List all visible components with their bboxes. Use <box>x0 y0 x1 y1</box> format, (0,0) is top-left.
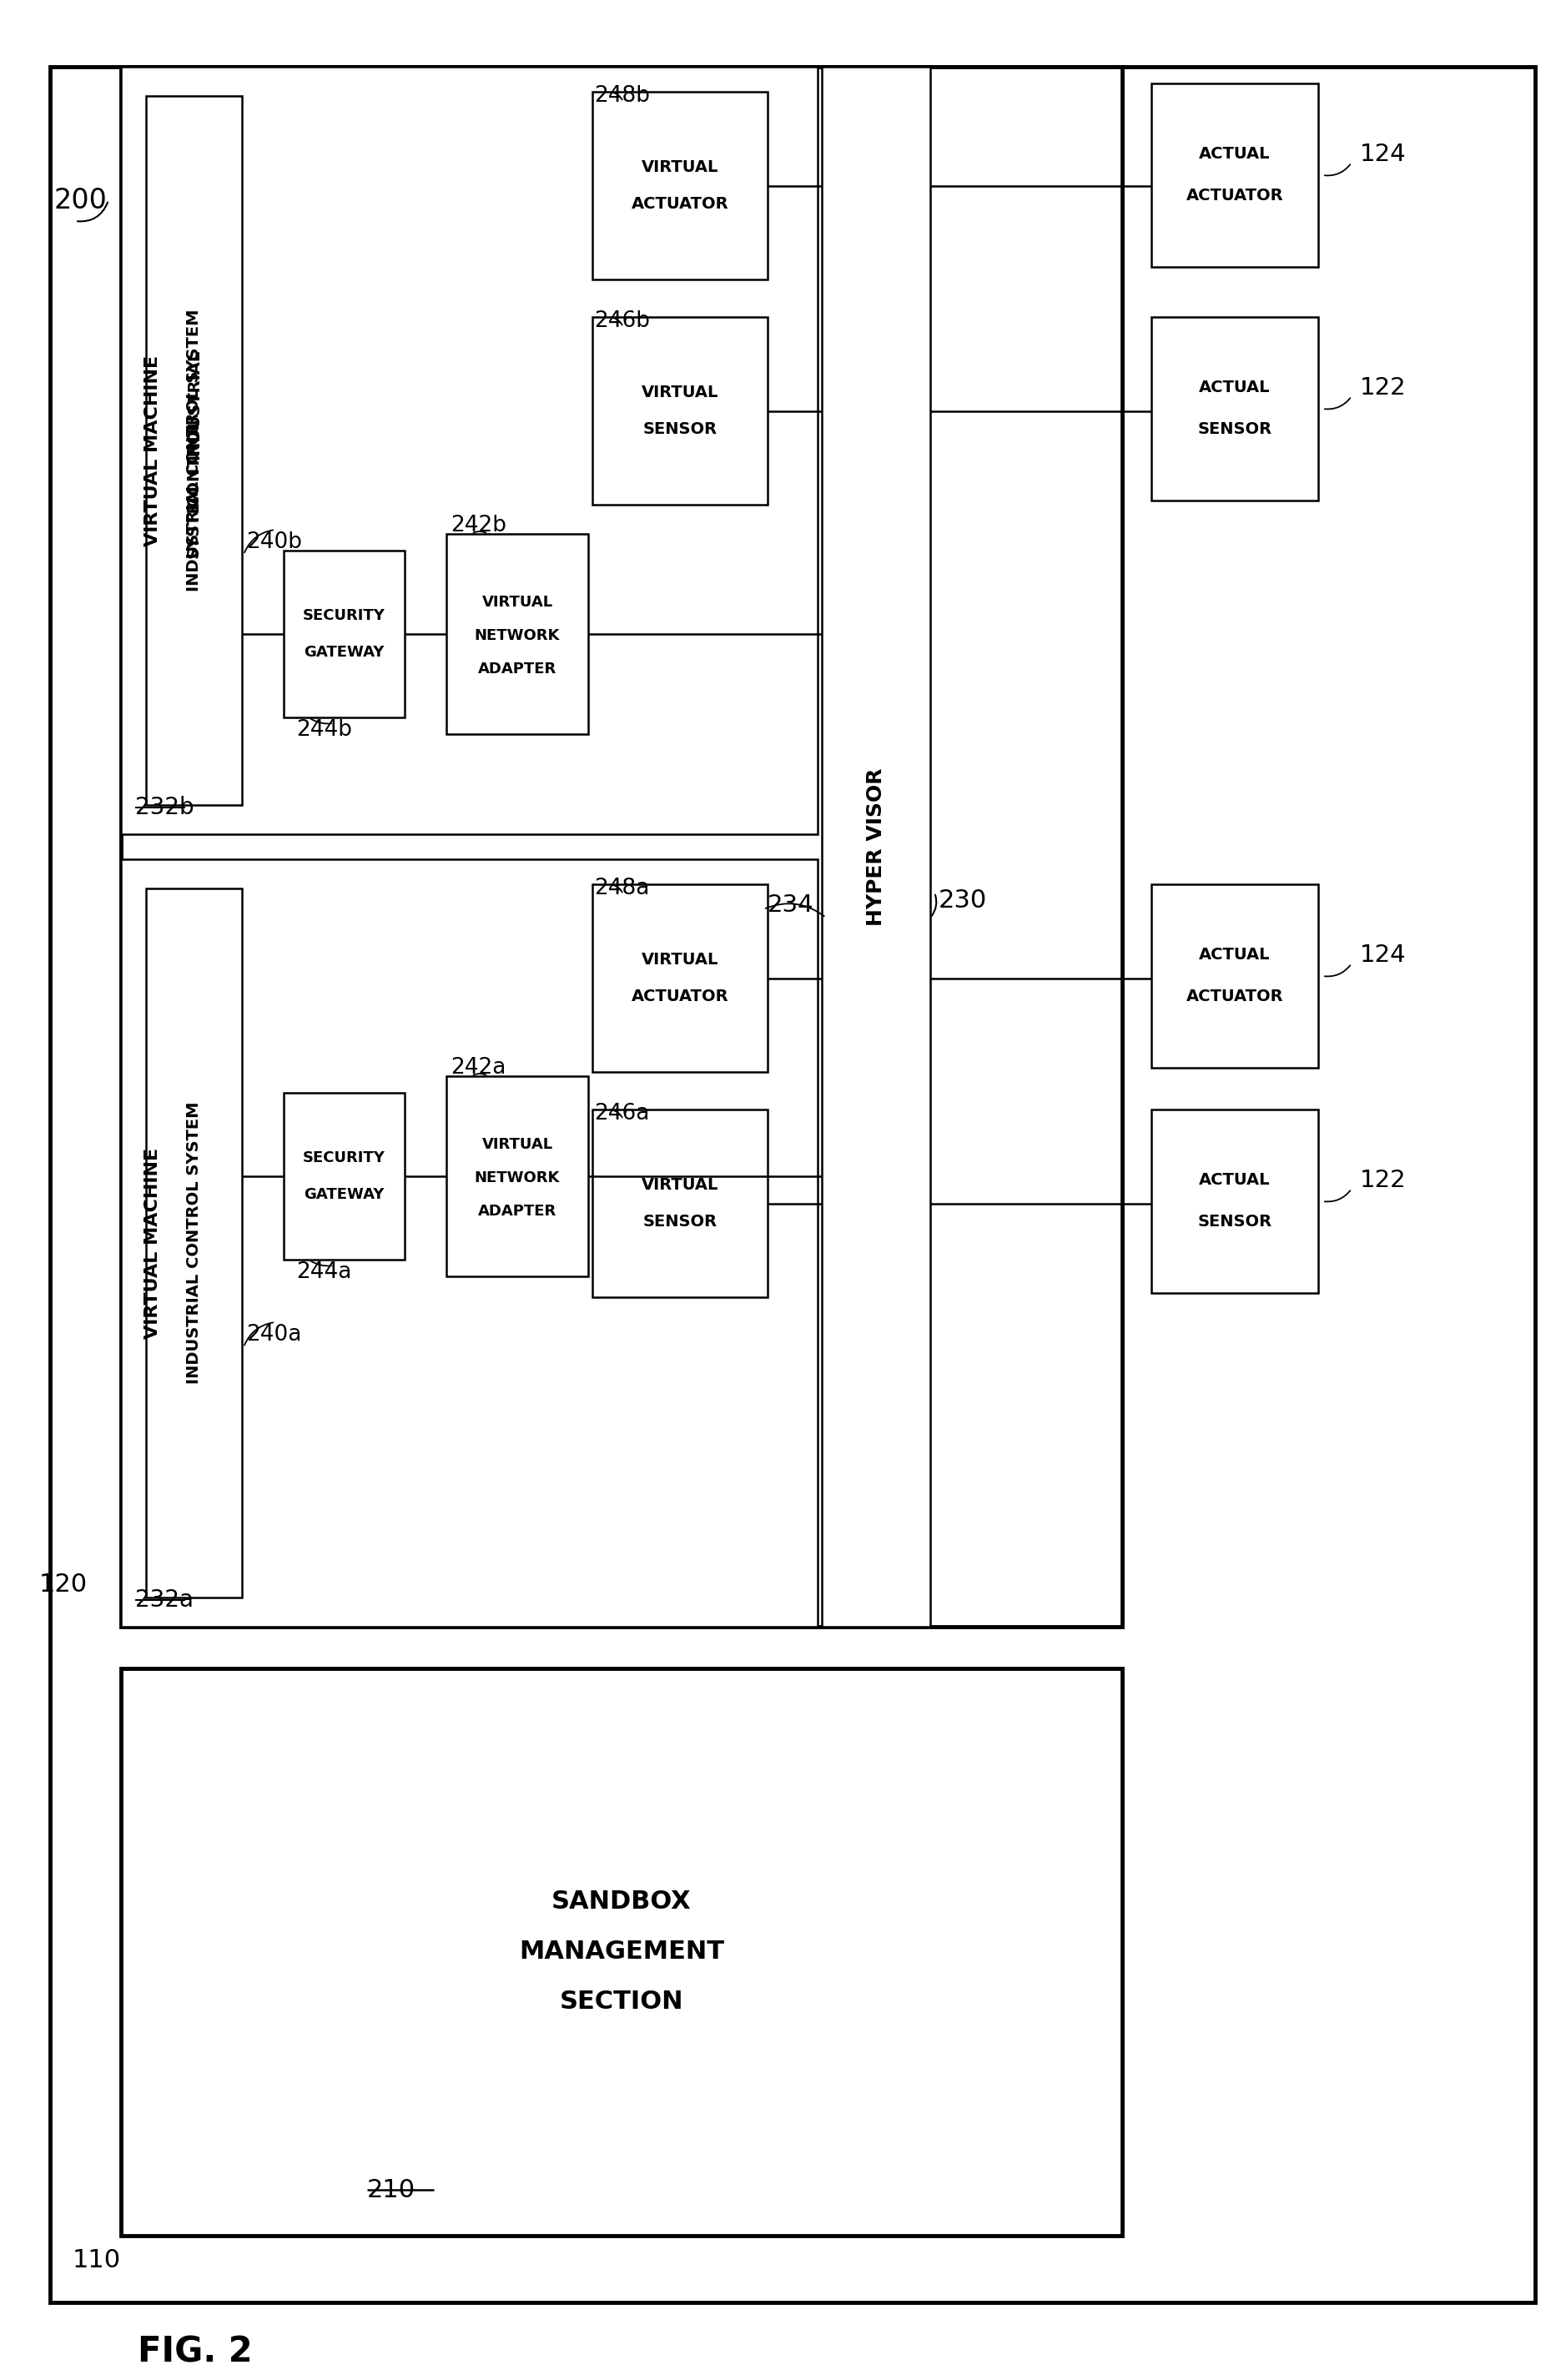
Text: 242a: 242a <box>451 1057 506 1078</box>
Text: SECURITY: SECURITY <box>302 609 385 624</box>
Text: 124: 124 <box>1359 143 1406 167</box>
Text: INDUSTRIAL CONTROL SYSTEM: INDUSTRIAL CONTROL SYSTEM <box>186 309 202 593</box>
Text: 210: 210 <box>366 2178 415 2202</box>
Text: 244a: 244a <box>296 1261 351 1283</box>
Text: INDUSTRIAL CONTROL SYSTEM: INDUSTRIAL CONTROL SYSTEM <box>186 1102 202 1385</box>
Bar <box>592 885 767 1071</box>
Text: 246b: 246b <box>594 309 650 333</box>
Bar <box>121 67 817 835</box>
Text: 124: 124 <box>1359 942 1406 966</box>
Bar <box>1151 317 1319 500</box>
Text: 120: 120 <box>39 1573 88 1597</box>
Text: ACTUATOR: ACTUATOR <box>1185 188 1284 205</box>
Bar <box>592 317 767 505</box>
Text: VIRTUAL: VIRTUAL <box>642 386 719 400</box>
Text: HYPER VISOR: HYPER VISOR <box>866 769 886 926</box>
Text: 200: 200 <box>55 186 108 214</box>
Text: SECTION: SECTION <box>559 1990 683 2013</box>
Text: VIRTUAL MACHINE: VIRTUAL MACHINE <box>144 1147 161 1338</box>
Text: GATEWAY: GATEWAY <box>304 645 384 659</box>
Text: GATEWAY: GATEWAY <box>304 1188 384 1202</box>
Text: 234: 234 <box>767 892 814 916</box>
Text: SYSTEM: SYSTEM <box>186 486 202 559</box>
Text: 242b: 242b <box>451 514 506 536</box>
Bar <box>283 1092 404 1259</box>
Text: CONTROL: CONTROL <box>186 419 202 507</box>
Text: VIRTUAL: VIRTUAL <box>482 1138 553 1152</box>
Text: 240b: 240b <box>246 531 302 552</box>
Bar <box>121 1668 1123 2235</box>
Text: ACTUAL: ACTUAL <box>1200 148 1270 162</box>
Text: INDUSTRIAL: INDUSTRIAL <box>186 350 202 459</box>
Text: ACTUAL: ACTUAL <box>1200 1173 1270 1188</box>
Text: 122: 122 <box>1359 1169 1406 1192</box>
Text: 110: 110 <box>72 2249 121 2273</box>
Text: VIRTUAL: VIRTUAL <box>642 159 719 176</box>
Text: MANAGEMENT: MANAGEMENT <box>518 1940 723 1963</box>
Text: ADAPTER: ADAPTER <box>478 662 556 676</box>
Text: 232a: 232a <box>135 1587 194 1611</box>
Bar <box>592 93 767 278</box>
Text: ACTUAL: ACTUAL <box>1200 947 1270 964</box>
Text: SENSOR: SENSOR <box>1198 421 1272 438</box>
Text: 232b: 232b <box>135 795 194 819</box>
Text: NETWORK: NETWORK <box>474 1171 561 1185</box>
Bar <box>1151 1109 1319 1292</box>
Text: 248b: 248b <box>594 86 650 107</box>
Text: 230: 230 <box>938 888 987 914</box>
Bar <box>146 95 243 804</box>
Text: VIRTUAL: VIRTUAL <box>642 952 719 969</box>
Bar <box>121 859 817 1626</box>
Text: VIRTUAL: VIRTUAL <box>642 1178 719 1192</box>
Text: 248a: 248a <box>594 878 650 900</box>
Text: ACTUAL: ACTUAL <box>1200 381 1270 395</box>
Text: SENSOR: SENSOR <box>642 421 717 438</box>
Bar <box>1151 885 1319 1069</box>
Text: 246a: 246a <box>594 1102 650 1123</box>
Text: ACTUATOR: ACTUATOR <box>631 988 728 1004</box>
Text: ACTUATOR: ACTUATOR <box>631 195 728 212</box>
Bar <box>592 1109 767 1297</box>
Text: SENSOR: SENSOR <box>642 1214 717 1230</box>
Text: NETWORK: NETWORK <box>474 628 561 643</box>
Bar <box>1151 83 1319 267</box>
Text: ACTUATOR: ACTUATOR <box>1185 990 1284 1004</box>
Text: SANDBOX: SANDBOX <box>551 1890 692 1914</box>
Text: 122: 122 <box>1359 376 1406 400</box>
Bar <box>121 67 1123 1626</box>
Text: VIRTUAL MACHINE: VIRTUAL MACHINE <box>144 355 161 545</box>
Bar <box>146 888 243 1597</box>
Bar <box>446 533 589 733</box>
Bar <box>446 1076 589 1276</box>
Text: 240a: 240a <box>246 1323 302 1345</box>
Text: VIRTUAL: VIRTUAL <box>482 595 553 609</box>
Text: 244b: 244b <box>296 719 352 740</box>
Text: ADAPTER: ADAPTER <box>478 1204 556 1219</box>
Bar <box>822 67 930 1626</box>
Text: FIG. 2: FIG. 2 <box>138 2335 252 2370</box>
Bar <box>283 550 404 716</box>
Text: SENSOR: SENSOR <box>1198 1214 1272 1230</box>
Text: SECURITY: SECURITY <box>302 1150 385 1166</box>
